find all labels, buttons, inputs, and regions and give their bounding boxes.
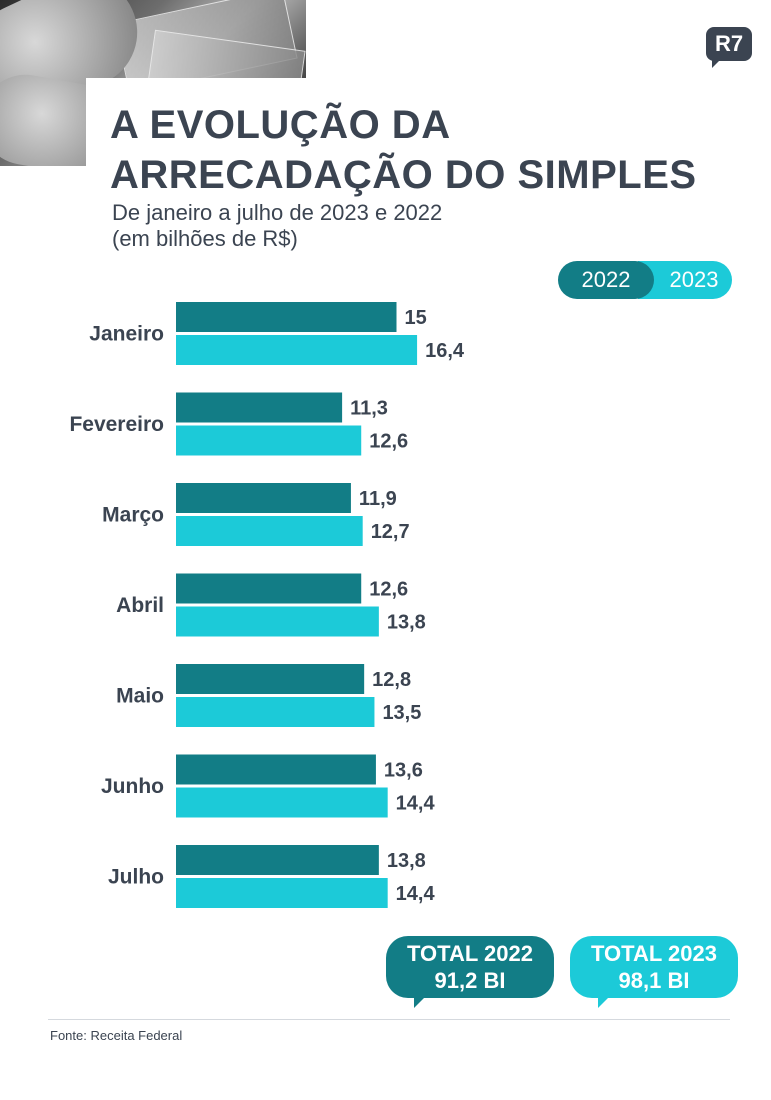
bar-2022 xyxy=(176,302,397,332)
data-label-2022: 13,8 xyxy=(387,850,426,872)
total-2023-value: 98,1 BI xyxy=(618,968,690,993)
data-label-2022: 11,9 xyxy=(359,488,397,510)
bar-2023 xyxy=(176,425,362,456)
category-label: Junho xyxy=(101,775,164,798)
bar-2023 xyxy=(176,697,375,727)
legend-2022: 2022 xyxy=(558,261,654,299)
bar-2023 xyxy=(176,606,379,637)
bar-2022 xyxy=(176,754,376,785)
bar-2023 xyxy=(176,878,388,908)
chart-legend: 2023 2022 xyxy=(558,261,732,299)
footer-divider xyxy=(48,1019,730,1020)
total-2022-badge: TOTAL 2022 91,2 BI xyxy=(386,936,554,1008)
bar-2022 xyxy=(176,664,365,694)
r7-logo: R7 xyxy=(706,27,752,68)
total-2022-label: TOTAL 2022 xyxy=(407,941,533,966)
bar-2022 xyxy=(176,573,362,604)
bar-2022 xyxy=(176,392,343,423)
subtitle: De janeiro a julho de 2023 e 2022 (em bi… xyxy=(112,200,442,252)
data-label-2022: 13,6 xyxy=(384,760,423,782)
bar-2023 xyxy=(176,787,388,818)
totals-row: TOTAL 2022 91,2 BI TOTAL 2023 98,1 BI xyxy=(0,936,771,1008)
bar-2023 xyxy=(176,335,418,365)
category-label: Maio xyxy=(116,685,164,708)
category-label: Janeiro xyxy=(89,323,164,346)
data-label-2023: 14,4 xyxy=(396,883,436,905)
data-label-2022: 11,3 xyxy=(350,398,388,420)
total-2022-value: 91,2 BI xyxy=(434,968,506,993)
category-label: Julho xyxy=(108,866,164,889)
total-2023-label: TOTAL 2023 xyxy=(591,941,717,966)
category-label: Março xyxy=(102,504,164,527)
data-label-2022: 15 xyxy=(405,307,427,329)
data-label-2023: 13,5 xyxy=(382,702,421,724)
data-label-2023: 14,4 xyxy=(396,793,436,815)
legend-2023-label: 2023 xyxy=(669,267,719,292)
data-label-2022: 12,8 xyxy=(372,669,411,691)
category-label: Fevereiro xyxy=(69,413,164,436)
bar-2022 xyxy=(176,483,351,513)
subtitle-line-2: (em bilhões de R$) xyxy=(112,226,298,251)
data-label-2023: 16,4 xyxy=(425,340,465,362)
title-line-1: A EVOLUÇÃO DA xyxy=(110,103,451,147)
bar-2023 xyxy=(176,516,363,546)
data-label-2023: 13,8 xyxy=(387,612,426,634)
data-label-2022: 12,6 xyxy=(369,579,408,601)
title-line-2: ARRECADAÇÃO DO SIMPLES xyxy=(110,153,697,197)
page-title: A EVOLUÇÃO DA ARRECADAÇÃO DO SIMPLES xyxy=(110,100,697,200)
subtitle-line-1: De janeiro a julho de 2023 e 2022 xyxy=(112,200,443,225)
data-label-2023: 12,7 xyxy=(371,521,410,543)
data-label-2023: 12,6 xyxy=(369,431,408,453)
title-background xyxy=(86,78,771,200)
category-label: Abril xyxy=(116,594,164,617)
total-2023-badge: TOTAL 2023 98,1 BI xyxy=(570,936,738,1008)
bar-chart: Janeiro 15 16,4 Fevereiro 11,3 12,6 Março 11,9 1… xyxy=(69,302,465,908)
bar-2022 xyxy=(176,845,379,875)
source-note: Fonte: Receita Federal xyxy=(50,1028,183,1043)
